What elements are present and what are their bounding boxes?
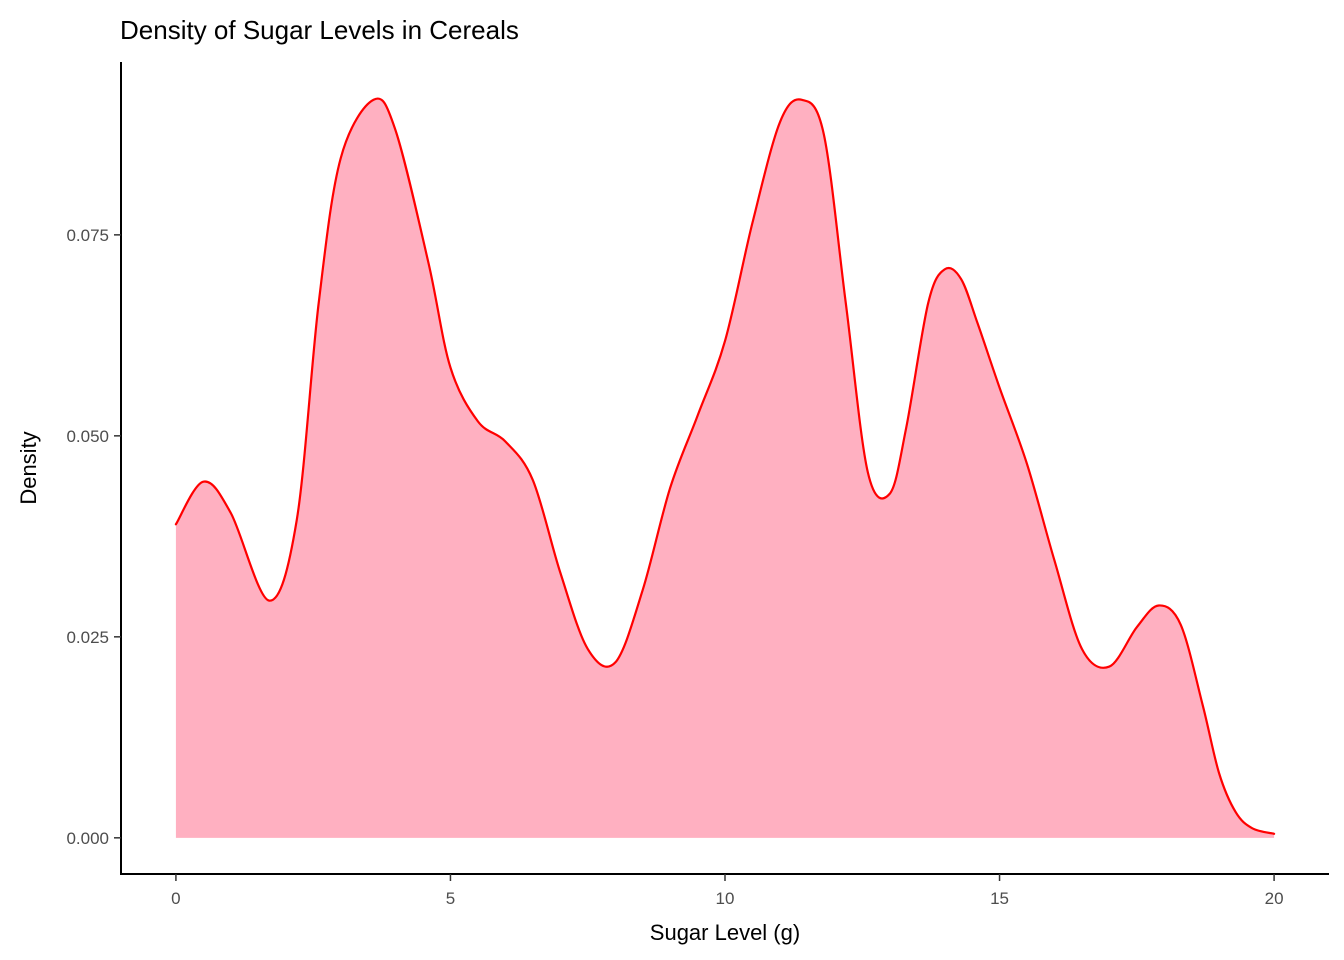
y-tick-label: 0.000 <box>66 829 109 848</box>
chart-title: Density of Sugar Levels in Cereals <box>120 15 519 45</box>
x-axis-title: Sugar Level (g) <box>650 920 800 945</box>
x-tick-label: 5 <box>446 889 455 908</box>
x-tick-label: 10 <box>716 889 735 908</box>
density-area-fill <box>175 98 1275 838</box>
density-curve-line <box>174 97 1276 835</box>
x-tick-label: 20 <box>1265 889 1284 908</box>
y-tick-label: 0.075 <box>66 226 109 245</box>
y-axis-ticks: 0.000 0.025 0.050 0.075 <box>66 226 121 848</box>
y-tick-label: 0.025 <box>66 628 109 647</box>
y-tick-label: 0.050 <box>66 427 109 446</box>
x-axis-ticks: 0 5 10 15 20 <box>171 874 1284 908</box>
x-tick-label: 15 <box>990 889 1009 908</box>
x-tick-label: 0 <box>171 889 180 908</box>
plot-area <box>174 97 1276 838</box>
y-axis-title: Density <box>16 431 41 504</box>
